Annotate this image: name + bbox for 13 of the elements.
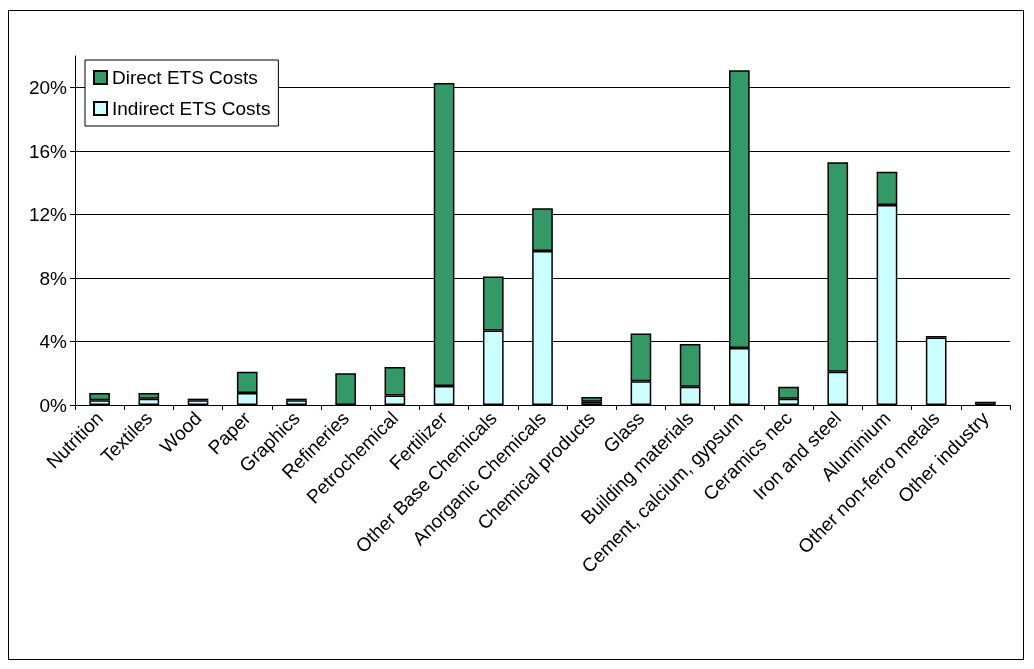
bar xyxy=(581,397,603,402)
y-tick-label: 20% xyxy=(28,77,68,99)
bar xyxy=(187,400,209,405)
bar xyxy=(89,393,110,401)
bar xyxy=(286,400,307,405)
y-tick-label: 0% xyxy=(39,394,68,416)
y-tick-label: 8% xyxy=(39,267,68,289)
legend-label: Indirect ETS Costs xyxy=(112,98,271,119)
bar xyxy=(335,373,356,405)
y-tick-label: 4% xyxy=(39,331,68,353)
legend-label: Direct ETS Costs xyxy=(112,67,258,88)
y-tick-label: 12% xyxy=(28,204,68,226)
y-tick-label: 16% xyxy=(28,140,68,162)
